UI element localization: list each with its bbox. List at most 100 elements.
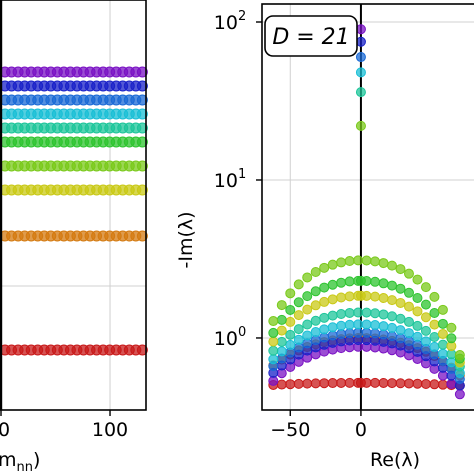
right-point	[454, 350, 465, 361]
left-point	[136, 136, 148, 148]
left-x-tick-label: 0	[0, 419, 10, 441]
right-point	[412, 292, 423, 303]
right-point	[361, 377, 372, 388]
annotation-box: D = 21	[264, 15, 358, 57]
right-point	[344, 307, 355, 318]
left-x-axis-title: mnn)	[0, 449, 40, 474]
right-point	[344, 276, 355, 287]
right-point	[429, 319, 440, 330]
right-point	[446, 322, 457, 333]
right-point	[412, 306, 423, 317]
right-y-tick-label: 101	[214, 167, 246, 192]
right-point	[327, 294, 338, 305]
right-point	[403, 287, 414, 298]
right-x-axis-title: Re(λ)	[370, 449, 420, 471]
right-point	[355, 120, 366, 131]
right-point	[310, 286, 321, 297]
right-point	[412, 331, 423, 342]
right-y-tick-label: 100	[214, 325, 246, 350]
right-point	[403, 328, 414, 339]
right-point	[353, 307, 364, 318]
right-point	[370, 308, 381, 319]
right-point	[336, 277, 347, 288]
right-point	[387, 260, 398, 271]
left-point	[136, 160, 148, 172]
right-point	[355, 87, 366, 98]
right-point	[420, 282, 431, 293]
left-axes-frame	[0, 0, 147, 411]
right-point	[429, 341, 440, 352]
right-point	[310, 327, 321, 338]
left-panel: 0 100 mnn)	[0, 0, 148, 474]
right-point	[319, 324, 330, 335]
left-ticks: 0 100	[0, 410, 128, 441]
right-point	[378, 293, 389, 304]
right-point	[403, 301, 414, 312]
right-point	[285, 339, 296, 350]
right-point	[370, 377, 381, 388]
right-point	[327, 322, 338, 333]
right-point	[387, 378, 398, 389]
right-point	[437, 328, 448, 339]
right-point	[446, 333, 457, 344]
right-point	[327, 259, 338, 270]
right-point	[268, 316, 279, 327]
right-point	[420, 325, 431, 336]
right-point	[437, 318, 448, 329]
right-point	[276, 314, 287, 325]
right-point	[370, 256, 381, 267]
right-point	[268, 345, 279, 356]
right-point	[395, 297, 406, 308]
right-point	[420, 299, 431, 310]
annotation-label: D = 21	[272, 25, 349, 50]
right-point	[403, 378, 414, 389]
left-x-tick-label: 100	[92, 419, 128, 441]
right-point	[293, 310, 304, 321]
right-x-tick-label: 0	[355, 419, 367, 441]
right-point	[344, 256, 355, 267]
right-point	[302, 304, 313, 315]
right-point	[302, 330, 313, 341]
right-point	[355, 52, 366, 63]
right-point	[285, 288, 296, 299]
right-point	[268, 354, 279, 365]
right-point	[412, 274, 423, 285]
right-point	[361, 327, 372, 338]
right-point	[344, 328, 355, 339]
right-point	[378, 329, 389, 340]
right-point	[370, 291, 381, 302]
left-point	[136, 108, 148, 120]
right-point	[387, 280, 398, 291]
right-point	[378, 377, 389, 388]
right-panel: −50 0 100 101 102 D = 21 Re(λ) -Im(λ)	[175, 3, 474, 471]
left-point	[136, 344, 148, 356]
right-points	[268, 24, 465, 400]
right-point	[412, 378, 423, 389]
right-ticks: −50 0 100 101 102	[214, 9, 367, 441]
right-point	[429, 379, 440, 390]
right-point	[412, 320, 423, 331]
right-point	[395, 283, 406, 294]
right-point	[276, 336, 287, 347]
right-point	[344, 291, 355, 302]
right-point	[319, 312, 330, 323]
right-point	[361, 275, 372, 286]
left-points	[0, 66, 148, 356]
right-point	[454, 389, 465, 400]
right-point	[395, 264, 406, 275]
right-point	[353, 327, 364, 338]
right-point	[336, 320, 347, 331]
right-point	[310, 378, 321, 389]
right-point	[319, 262, 330, 273]
right-point	[285, 304, 296, 315]
right-point	[437, 304, 448, 315]
right-point	[403, 316, 414, 327]
right-point	[293, 297, 304, 308]
right-point	[310, 315, 321, 326]
right-point	[437, 339, 448, 350]
right-point	[370, 320, 381, 331]
right-point	[420, 312, 431, 323]
left-point	[136, 184, 148, 196]
right-point	[378, 321, 389, 332]
right-point	[355, 67, 366, 78]
